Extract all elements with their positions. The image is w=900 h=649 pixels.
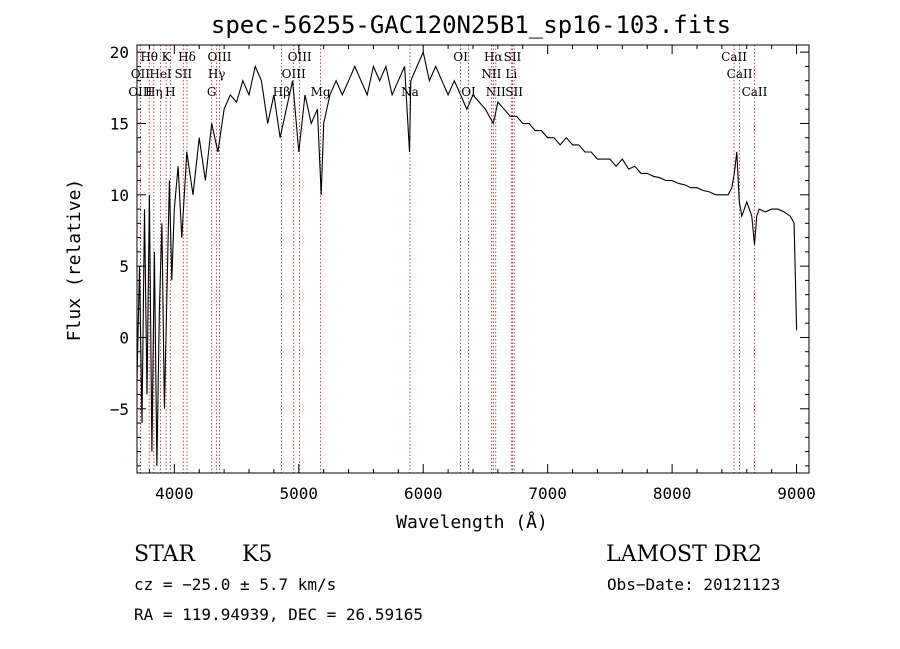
x-tick-label: 8000	[653, 484, 692, 503]
coordinates: RA = 119.94939, DEC = 26.59165	[134, 605, 423, 624]
y-tick-label: 15	[110, 114, 129, 133]
survey-name: LAMOST DR2	[606, 542, 762, 567]
spectral-line-label: OII	[131, 67, 151, 81]
y-tick-label: −5	[110, 400, 129, 419]
spectral-line-label: OIII	[282, 67, 306, 81]
spectral-line-label: Hη	[145, 85, 163, 99]
plot-frame	[136, 44, 810, 474]
x-tick-label: 6000	[404, 484, 443, 503]
spectral-line-label: Mg	[311, 85, 331, 99]
spectral-line-label: NII	[486, 85, 506, 99]
spectral-line-label: NII	[481, 67, 501, 81]
chart-title: spec-56255-GAC120N25B1_sp16-103.fits	[211, 11, 731, 39]
observation-date: Obs−Date: 20121123	[607, 575, 780, 594]
spectral-line-label: CaII	[721, 50, 747, 64]
y-tick-label: 0	[119, 328, 129, 347]
spectral-line-label: OI	[461, 85, 476, 99]
object-subclass: K5	[242, 542, 272, 567]
x-axis-label: Wavelength (Å)	[396, 511, 548, 533]
spectral-line-label: H	[165, 85, 175, 99]
spectral-line-label: SII	[174, 67, 192, 81]
object-class: STAR	[134, 542, 196, 567]
x-tick-label: 5000	[280, 484, 319, 503]
spectral-line-label: Hδ	[178, 50, 196, 64]
spectral-line-label: Hθ	[140, 50, 158, 64]
x-axis-ticks: 4000 5000 6000 7000 8000 9000	[148, 45, 816, 503]
y-tick-label: 20	[110, 43, 129, 62]
x-tick-label: 9000	[777, 484, 816, 503]
spectral-line-label: Hγ	[208, 67, 226, 81]
spectral-line-markers	[139, 45, 755, 473]
spectral-line-label: Li	[505, 67, 517, 81]
spectral-line-label: Hβ	[273, 85, 290, 99]
spectral-line-label: Hα	[484, 50, 503, 64]
spectral-line-label: Na	[401, 85, 419, 99]
spectral-line-label: CaII	[727, 67, 753, 81]
y-tick-label: 5	[119, 257, 129, 276]
spectral-line-label: OIII	[288, 50, 312, 64]
y-axis-label: Flux (relative)	[64, 179, 85, 342]
spectral-line-label: K	[162, 50, 172, 64]
spectral-line-label: OIII	[207, 50, 231, 64]
spectral-line-label: CaII	[742, 85, 768, 99]
y-tick-label: 10	[110, 186, 129, 205]
spectral-line-label: G	[207, 85, 217, 99]
spectral-line-label: OIII	[128, 85, 152, 99]
spectral-line-label: SII	[505, 85, 523, 99]
x-tick-label: 7000	[528, 484, 567, 503]
spectral-line-label: HeI	[149, 67, 172, 81]
spectrum-series-line	[136, 50, 798, 466]
spectral-line-label: SII	[504, 50, 522, 64]
y-axis-ticks: −5 0 5 10 15 20	[110, 43, 809, 467]
redshift-velocity: cz = −25.0 ± 5.7 km/s	[134, 575, 336, 594]
spectral-line-label: OI	[453, 50, 468, 64]
x-tick-label: 4000	[155, 484, 194, 503]
